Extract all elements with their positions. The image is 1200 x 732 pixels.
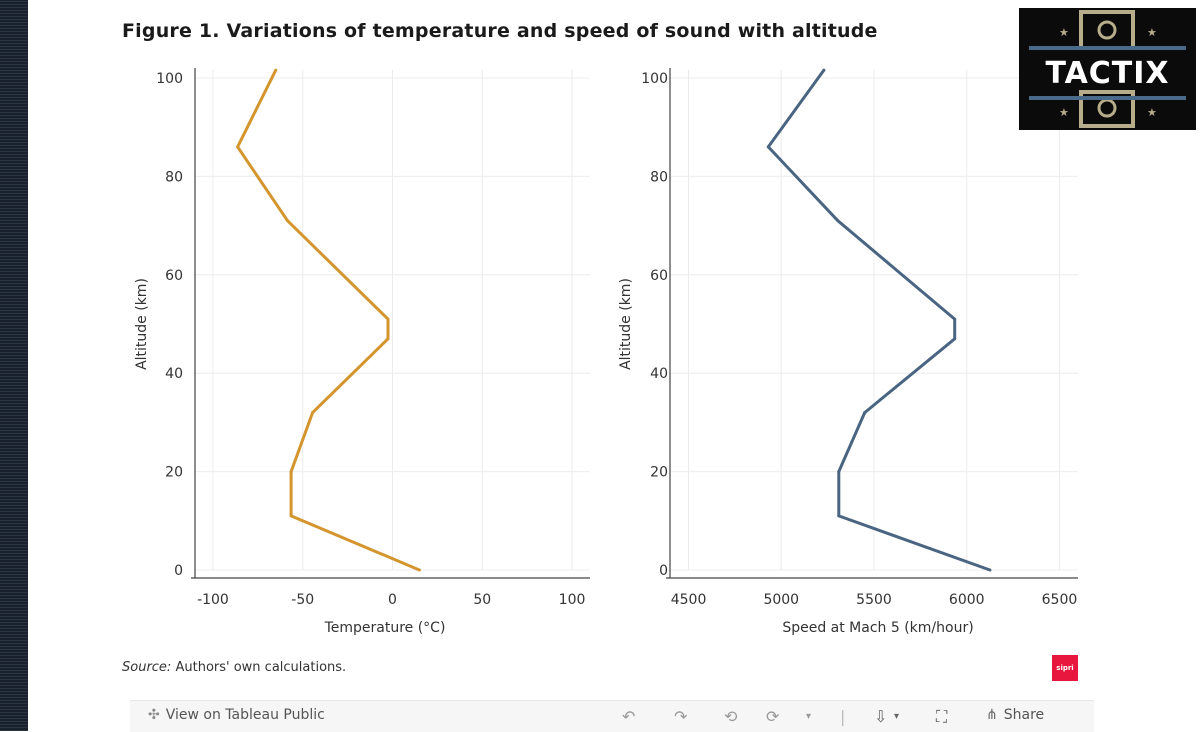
tableau-toolbar: ✣ View on Tableau Public ↶ ↷ ⟲ ⟳ ▾ | ⇩ ▾… [130, 700, 1094, 732]
logo-bar-top [1029, 46, 1186, 50]
y-tick-label: 100 [156, 71, 183, 87]
data-point [836, 219, 840, 223]
logo-star: ★ [1147, 106, 1157, 119]
share-icon: ⋔ [986, 707, 998, 723]
y-tick-label: 20 [650, 465, 668, 481]
logo-star: ★ [1059, 106, 1069, 119]
refresh-icon[interactable]: ⟳ [766, 707, 780, 726]
view-on-tableau-label: View on Tableau Public [165, 707, 325, 723]
share-button[interactable]: ⋔ Share [986, 707, 1044, 723]
logo-frame-top [1079, 10, 1135, 50]
y-axis-title: Altitude (km) [134, 278, 150, 370]
logo-star: ★ [1147, 26, 1157, 39]
logo-star: ★ [1059, 26, 1069, 39]
y-axis-title: Altitude (km) [618, 278, 634, 370]
data-point [386, 337, 390, 341]
toolbar-divider: | [840, 707, 846, 726]
data-point [289, 470, 293, 474]
chevron-down-icon[interactable]: ▾ [806, 711, 812, 722]
speed-chart: 0 20 40 60 80 100 4500 5000 5500 6000 6500 Speed at… [618, 68, 1078, 636]
left-edge-strip [0, 0, 28, 731]
brand-badge[interactable]: sipri [1052, 655, 1078, 681]
x-tick-label: 0 [388, 592, 397, 608]
source-note: Source: Authors' own calculations. [122, 660, 346, 675]
y-tick-label: 60 [650, 268, 668, 284]
x-tick-label: 100 [559, 592, 586, 608]
x-tick-label: 5500 [856, 592, 892, 608]
share-label: Share [1003, 707, 1045, 723]
series-line-speed [766, 69, 991, 572]
y-tick-label: 40 [650, 366, 668, 382]
x-tick-label: 4500 [671, 592, 707, 608]
data-point [289, 514, 293, 518]
data-point [837, 470, 841, 474]
x-tick-label: -100 [197, 592, 229, 608]
x-tick-label: -50 [291, 592, 314, 608]
x-tick-label: 6500 [1042, 592, 1078, 608]
logo-circle-top [1097, 20, 1117, 40]
data-point [311, 411, 315, 415]
data-point [837, 514, 841, 518]
data-point [236, 145, 240, 149]
revert-icon[interactable]: ⟲ [724, 707, 738, 726]
fullscreen-icon[interactable]: ⛶ [936, 707, 948, 726]
tactix-logo: ★ ★ ★ ★ TACTIX [1019, 8, 1196, 130]
x-axis-title: Speed at Mach 5 (km/hour) [782, 620, 973, 636]
y-tick-label: 80 [165, 169, 183, 185]
logo-bar-bottom [1029, 96, 1186, 100]
y-tick-label: 0 [174, 563, 183, 579]
data-point [822, 68, 826, 72]
data-point [953, 317, 957, 321]
y-tick-label: 80 [650, 169, 668, 185]
logo-frame-bottom [1079, 90, 1135, 128]
y-tick-label: 20 [165, 465, 183, 481]
data-point [274, 68, 278, 72]
temperature-chart: 0 20 40 60 80 100 -100 -50 0 50 100 Temperature (°C… [134, 68, 590, 636]
y-tick-label: 60 [165, 268, 183, 284]
logo-text: TACTIX [1045, 56, 1170, 91]
data-point [953, 337, 957, 341]
redo-icon[interactable]: ↷ [674, 707, 688, 726]
download-chevron-icon[interactable]: ▾ [894, 711, 900, 722]
data-point [417, 568, 421, 572]
undo-icon[interactable]: ↶ [622, 707, 636, 726]
y-tick-label: 100 [641, 71, 668, 87]
logo-circle-bottom [1097, 98, 1117, 118]
data-point [863, 411, 867, 415]
page-title: Figure 1. Variations of temperature and … [122, 20, 878, 42]
data-point [988, 568, 992, 572]
source-label: Source: [122, 660, 172, 675]
view-on-tableau-link[interactable]: ✣ View on Tableau Public [148, 707, 325, 723]
x-tick-label: 50 [473, 592, 491, 608]
y-tick-label: 0 [659, 563, 668, 579]
x-tick-label: 6000 [949, 592, 985, 608]
logo-emblem: ★ ★ ★ ★ [1029, 10, 1186, 128]
tableau-icon: ✣ [148, 707, 160, 723]
data-point [386, 317, 390, 321]
data-point [766, 145, 770, 149]
y-tick-label: 40 [165, 366, 183, 382]
x-axis-title: Temperature (°C) [324, 620, 446, 636]
x-tick-label: 5000 [763, 592, 799, 608]
data-point [285, 219, 289, 223]
source-text: Authors' own calculations. [175, 660, 347, 675]
download-icon[interactable]: ⇩ [874, 707, 888, 726]
chart-area: 0 20 40 60 80 100 -100 -50 0 50 100 Temperature (°C… [134, 68, 1078, 636]
